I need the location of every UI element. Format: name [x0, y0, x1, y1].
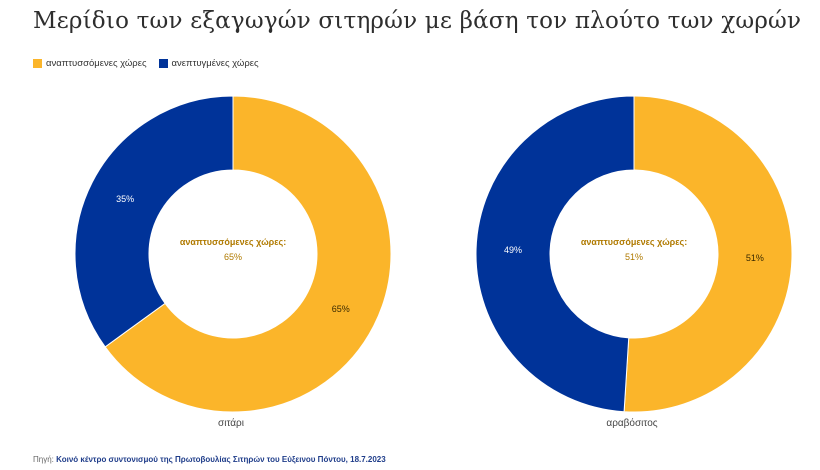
donut-slice-0-1[interactable] [74, 95, 234, 348]
legend-item-developing[interactable]: αναπτυσσόμενες χώρες [33, 58, 147, 69]
donut-slice-0-0[interactable] [104, 95, 392, 413]
chart-caption-1: αραβόσιτος [606, 417, 657, 429]
legend-swatch-developing [33, 59, 42, 68]
chart-title: Μερίδιο των εξαγωγών σιτηρών με βάση τον… [33, 8, 802, 34]
donut-slice-1-1[interactable] [475, 95, 635, 413]
chart-caption-0: σιτάρι [218, 417, 244, 429]
slice-value-label-0-1: 35% [116, 194, 134, 204]
legend-label-developed: ανεπτυγμένες χώρες [171, 58, 259, 69]
legend-label-developing: αναπτυσσόμενες χώρες [46, 58, 147, 69]
slice-value-label-1-0: 51% [746, 253, 764, 263]
legend: αναπτυσσόμενες χώρες ανεπτυγμένες χώρες [33, 58, 271, 69]
slice-value-label-0-0: 65% [332, 304, 350, 314]
source-note: Πηγή: Κοινό κέντρο συντονισμού της Πρωτο… [33, 455, 386, 464]
legend-swatch-developed [158, 59, 168, 68]
donut-slice-1-0[interactable] [623, 95, 793, 413]
source-prefix: Πηγή: [33, 455, 54, 464]
center-value-0: 65% [224, 252, 242, 262]
center-label-0: αναπτυσσόμενες χώρες: [180, 237, 286, 247]
center-label-1: αναπτυσσόμενες χώρες: [581, 237, 687, 247]
source-link[interactable]: Κοινό κέντρο συντονισμού της Πρωτοβουλία… [56, 455, 386, 464]
legend-item-developed[interactable]: ανεπτυγμένες χώρες [158, 58, 259, 69]
slice-value-label-1-1: 49% [504, 245, 522, 255]
center-value-1: 51% [625, 252, 643, 262]
